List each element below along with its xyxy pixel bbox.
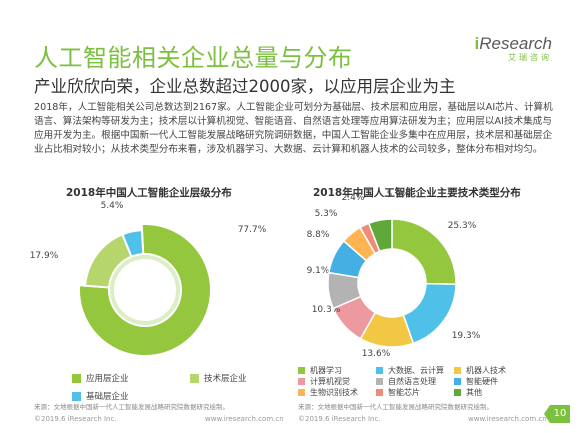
chart1-legend-item-3: 计算机视觉 (298, 376, 350, 387)
source-note-right: 来源：文地根据中国新一代人工智能发展战略研究院数据研究绘制。 (298, 403, 493, 411)
source-note-left: 来源：文地根据中国新一代人工智能发展战略研究院数据研究绘制。 (34, 403, 229, 411)
chart1-value-label-7: 2.4% (342, 193, 365, 203)
footer-copyright-right: ©2019.6 iResearch Inc. (298, 415, 381, 423)
iresearch-logo: iResearch 艾瑞咨询 (475, 34, 553, 63)
chart1-value-label-0: 25.3% (448, 221, 477, 231)
chart0-legend-label-0: 应用层企业 (86, 374, 129, 384)
logo-brand: iResearch (474, 34, 553, 53)
chart0-slice-0 (78, 223, 212, 357)
chart1-legend-swatch-7 (376, 389, 383, 396)
chart1-legend-swatch-4 (376, 378, 383, 385)
chart1-legend-swatch-8 (454, 389, 461, 396)
chart1-legend-label-5: 智能硬件 (466, 377, 498, 386)
chart1-slice-1 (402, 282, 457, 345)
chart1-legend-swatch-1 (376, 367, 383, 374)
chart1-legend-label-8: 其他 (466, 388, 482, 397)
footer-site-left: www.iresearch.com.cn (205, 415, 284, 423)
chart-title-tech-distribution: 2018年中国人工智能企业主要技术类型分布 (313, 187, 521, 199)
chart1-legend-label-6: 生物识别技术 (310, 388, 358, 397)
chart1-legend-swatch-6 (298, 389, 305, 396)
footer-copyright-left: ©2019.6 iResearch Inc. (34, 415, 117, 423)
chart0-slice-1 (84, 233, 133, 289)
chart1-legend-swatch-5 (454, 378, 461, 385)
chart1-legend-swatch-2 (454, 367, 461, 374)
chart1-legend-swatch-0 (298, 367, 305, 374)
chart1-legend-label-3: 计算机视觉 (310, 377, 350, 386)
chart1-legend-item-5: 智能硬件 (454, 376, 498, 387)
chart1-value-label-8: 5.9% (387, 190, 410, 200)
chart0-legend-swatch-2 (72, 391, 81, 401)
chart1-legend-item-6: 生物识别技术 (298, 387, 358, 398)
chart1-legend-swatch-3 (298, 378, 305, 385)
page-number: 10 (544, 405, 570, 423)
page-subtitle: 产业欣欣向荣，企业总数超过2000家，以应用层企业为主 (34, 77, 456, 96)
chart1-value-label-3: 10.3% (312, 305, 341, 315)
chart0-legend-label-2: 基础层企业 (86, 392, 129, 402)
chart1-legend-item-2: 机器人技术 (454, 365, 506, 376)
chart1-legend-label-2: 机器人技术 (466, 366, 506, 375)
chart1-legend-label-7: 智能芯片 (388, 388, 420, 397)
chart1-legend-item-8: 其他 (454, 387, 482, 398)
chart1-legend-item-1: 大数据、云计算 (376, 365, 444, 376)
chart1-value-label-4: 9.1% (307, 266, 330, 276)
chart0-inner-ring (110, 255, 180, 325)
chart1-value-label-5: 8.8% (307, 230, 330, 240)
chart1-legend-item-0: 机器学习 (298, 365, 342, 376)
chart0-legend-label-1: 技术层企业 (204, 374, 247, 384)
logo-subtext: 艾瑞咨询 (508, 53, 552, 62)
page-title: 人工智能相关企业总量与分布 (34, 44, 353, 72)
chart1-slice-0 (391, 218, 457, 285)
chart0-legend-swatch-0 (72, 373, 81, 383)
chart1-value-label-2: 13.6% (362, 349, 391, 359)
chart0-legend-item-0: 应用层企业 (72, 372, 129, 384)
chart1-value-label-6: 5.3% (315, 209, 338, 219)
chart0-legend-item-1: 技术层企业 (190, 372, 247, 384)
chart0-slice-2 (121, 229, 145, 258)
chart0-value-label-0: 77.7% (238, 225, 267, 235)
chart1-legend-label-4: 自然语言处理 (388, 377, 436, 386)
chart1-legend-item-4: 自然语言处理 (376, 376, 436, 387)
footer-site-right: www.iresearch.com.cn (468, 415, 547, 423)
chart1-slice-8 (367, 218, 393, 253)
chart1-legend-label-0: 机器学习 (310, 366, 342, 375)
chart1-legend-label-1: 大数据、云计算 (388, 366, 444, 375)
chart0-value-label-1: 17.9% (30, 251, 59, 261)
body-paragraph: 2018年，人工智能相关公司总数达到2167家。人工智能企业可划分为基础层、技术… (34, 102, 553, 155)
chart0-legend-swatch-1 (190, 373, 199, 383)
chart-title-layer-distribution: 2018年中国人工智能企业层级分布 (66, 187, 232, 199)
chart1-value-label-1: 19.3% (452, 331, 481, 341)
chart0-legend-item-2: 基础层企业 (72, 390, 129, 402)
chart1-legend-item-7: 智能芯片 (376, 387, 420, 398)
chart0-value-label-2: 5.4% (101, 201, 124, 211)
